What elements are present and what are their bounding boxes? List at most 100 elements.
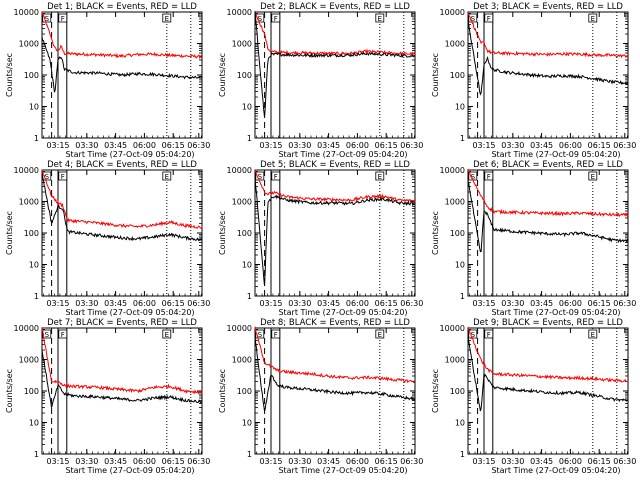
marker-label: S <box>471 331 476 339</box>
y-tick-label: 1 <box>247 134 252 143</box>
x-tick-label: 06:30 <box>187 457 210 466</box>
marker-label: S <box>258 15 263 23</box>
panel-title: Det 2; BLACK = Events, RED = LLD <box>260 2 410 12</box>
x-axis-label: Start Time (27-Oct-09 05:04:20) <box>65 308 194 317</box>
y-tick-label: 1000 <box>445 198 465 207</box>
x-tick-label: 06:30 <box>187 299 210 308</box>
panel-det-1: Det 1; BLACK = Events, RED = LLD 1 10 100 10… <box>5 2 210 159</box>
x-tick-label: 03:45 <box>530 299 553 308</box>
plot-frame <box>41 169 203 297</box>
x-tick-label: 06:15 <box>588 457 611 466</box>
x-tick-label: 03:45 <box>530 457 553 466</box>
y-tick-label: 100 <box>237 387 252 396</box>
x-tick-label: 06:15 <box>375 141 398 150</box>
marker-box-e <box>375 329 385 339</box>
y-tick-label: 10000 <box>227 166 252 175</box>
x-tick-label: 03:45 <box>530 141 553 150</box>
lld-series-line <box>254 326 416 384</box>
lld-series-line <box>467 168 629 218</box>
x-tick-label: 06:00 <box>346 299 369 308</box>
x-tick-label: 06:00 <box>346 141 369 150</box>
y-tick-label: 1000 <box>445 40 465 49</box>
x-tick-label: 03:45 <box>317 299 340 308</box>
x-tick-label: 06:30 <box>613 141 636 150</box>
x-tick-label: 03:15 <box>259 457 282 466</box>
x-tick-label: 03:45 <box>317 457 340 466</box>
x-tick-label: 03:30 <box>288 141 311 150</box>
marker-box-f <box>58 13 68 23</box>
lld-series-line <box>254 169 416 203</box>
marker-label: E <box>591 173 595 181</box>
marker-label: S <box>45 331 50 339</box>
panel-det-7: Det 7; BLACK = Events, RED = LLD 1 10 100 10… <box>5 318 210 475</box>
x-tick-label: 06:15 <box>162 299 185 308</box>
marker-label: S <box>45 15 50 23</box>
y-axis-label: Counts/sec <box>218 369 227 413</box>
marker-box-e <box>588 329 598 339</box>
panel-title: Det 8; BLACK = Events, RED = LLD <box>260 318 410 328</box>
panel-det-9: Det 9; BLACK = Events, RED = LLD 1 10 100 10… <box>431 318 636 475</box>
x-axis-label: Start Time (27-Oct-09 05:04:20) <box>491 466 620 475</box>
x-tick-label: 06:00 <box>559 457 582 466</box>
y-axis-label: Counts/sec <box>5 53 14 97</box>
y-tick-label: 1 <box>34 450 39 459</box>
marker-box-e <box>162 329 172 339</box>
x-tick-label: 03:15 <box>472 457 495 466</box>
x-tick-label: 06:30 <box>400 299 423 308</box>
marker-label: E <box>165 15 169 23</box>
x-tick-label: 03:15 <box>472 141 495 150</box>
y-tick-label: 100 <box>24 387 39 396</box>
x-tick-label: 06:00 <box>559 299 582 308</box>
panel-det-4: Det 4; BLACK = Events, RED = LLD 1 10 100 10… <box>5 160 210 317</box>
marker-label: F <box>487 15 491 23</box>
x-tick-label: 03:15 <box>472 299 495 308</box>
marker-label: E <box>378 331 382 339</box>
marker-label: F <box>274 331 278 339</box>
x-tick-label: 03:15 <box>46 299 69 308</box>
y-tick-label: 1 <box>460 292 465 301</box>
y-tick-label: 10000 <box>14 8 39 17</box>
x-tick-label: 06:00 <box>346 457 369 466</box>
y-axis-label: Counts/sec <box>431 53 440 97</box>
y-tick-label: 1000 <box>445 356 465 365</box>
y-tick-label: 10 <box>29 103 39 112</box>
marker-box-e <box>162 13 172 23</box>
plot-frame <box>467 11 629 139</box>
marker-box-f <box>271 13 281 23</box>
events-series-line <box>467 180 629 253</box>
marker-box-f <box>271 329 281 339</box>
marker-label: E <box>165 173 169 181</box>
marker-box-f <box>271 171 281 181</box>
panel-title: Det 3; BLACK = Events, RED = LLD <box>473 2 623 12</box>
panel-det-5: Det 5; BLACK = Events, RED = LLD 1 10 100 10… <box>218 160 423 317</box>
y-tick-label: 1 <box>460 134 465 143</box>
x-tick-label: 03:30 <box>75 141 98 150</box>
y-tick-label: 10000 <box>14 324 39 333</box>
lld-series-line <box>41 169 203 230</box>
x-tick-label: 03:45 <box>104 457 127 466</box>
marker-box-e <box>162 171 172 181</box>
y-tick-label: 1000 <box>232 40 252 49</box>
y-tick-label: 10000 <box>227 8 252 17</box>
x-tick-label: 06:15 <box>375 299 398 308</box>
panel-title: Det 6; BLACK = Events, RED = LLD <box>473 160 623 170</box>
panel-det-2: Det 2; BLACK = Events, RED = LLD 1 10 100 10… <box>218 2 423 159</box>
y-tick-label: 10000 <box>440 324 465 333</box>
x-axis-label: Start Time (27-Oct-09 05:04:20) <box>491 308 620 317</box>
y-tick-label: 1000 <box>19 356 39 365</box>
x-tick-label: 06:30 <box>187 141 210 150</box>
x-tick-label: 06:00 <box>133 299 156 308</box>
marker-label: E <box>378 15 382 23</box>
lld-series-line <box>467 326 629 383</box>
x-tick-label: 03:45 <box>104 141 127 150</box>
y-tick-label: 100 <box>24 229 39 238</box>
x-tick-label: 06:15 <box>588 299 611 308</box>
x-tick-label: 03:30 <box>75 299 98 308</box>
x-tick-label: 06:15 <box>588 141 611 150</box>
x-tick-label: 03:30 <box>501 457 524 466</box>
plot-frame <box>41 327 203 455</box>
x-tick-label: 06:30 <box>400 457 423 466</box>
events-series-line <box>41 349 203 408</box>
y-tick-label: 10000 <box>227 324 252 333</box>
